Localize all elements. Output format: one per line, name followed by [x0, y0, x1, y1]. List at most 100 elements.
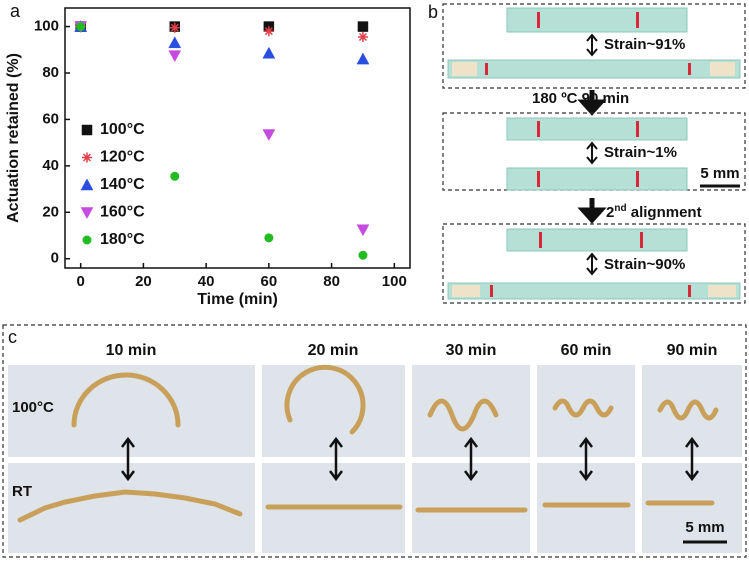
marker — [357, 32, 368, 43]
panel-label: a — [10, 1, 21, 21]
y-tick-label: 60 — [42, 110, 59, 127]
x-tick-label: 40 — [198, 273, 215, 290]
arrow — [586, 252, 598, 276]
mark — [537, 12, 540, 28]
strain-label: Strain~1% — [604, 144, 677, 161]
x-tick-label: 0 — [77, 273, 85, 290]
box — [2, 324, 747, 558]
film — [552, 398, 614, 418]
mark — [539, 232, 542, 248]
alignment-text: alignment — [627, 204, 702, 221]
legend-marker — [80, 178, 94, 191]
mark — [490, 285, 493, 297]
scale-label: 5 mm — [700, 165, 739, 182]
y-tick-label: 40 — [42, 157, 59, 174]
clamp — [452, 62, 477, 76]
row-label: RT — [12, 483, 32, 500]
box — [442, 223, 746, 304]
mark — [537, 121, 540, 137]
photo — [506, 167, 688, 191]
arrows — [121, 436, 699, 482]
marker — [168, 50, 182, 63]
legend-marker — [80, 207, 94, 220]
marker — [170, 171, 180, 181]
treatment-label: 180 ºC 90 min — [532, 90, 629, 107]
box — [442, 3, 746, 89]
legend-label: 100°C — [100, 121, 145, 138]
arrow — [586, 33, 598, 57]
legend-label: 180°C — [100, 231, 145, 248]
marker — [357, 21, 369, 32]
mark — [688, 285, 691, 297]
time-label: 30 min — [446, 342, 497, 359]
panel-b: b Strain~91% 180 ºC 90 min Strain~1% 5 m… — [423, 2, 746, 304]
film — [17, 489, 243, 523]
mark — [640, 232, 643, 248]
legend-label: 160°C — [100, 204, 145, 221]
marker — [168, 36, 182, 49]
film — [427, 398, 499, 432]
marker — [169, 22, 180, 33]
mark — [636, 171, 639, 187]
marker — [263, 26, 274, 37]
marker — [358, 250, 368, 260]
y-tick-label: 20 — [42, 203, 59, 220]
row-label: 100°C — [12, 399, 54, 416]
arrow — [577, 90, 607, 116]
strain-label: Strain~90% — [604, 256, 685, 273]
ordinal: 2 — [606, 204, 614, 221]
clamp — [452, 285, 480, 297]
time-label: 20 min — [308, 342, 359, 359]
film — [284, 364, 366, 435]
legend-marker — [82, 235, 92, 245]
x-tick-label: 60 — [261, 273, 278, 290]
arrow — [577, 198, 607, 224]
x-tick-label: 100 — [382, 273, 407, 290]
clamp — [708, 285, 736, 297]
film — [657, 399, 719, 421]
panel-label: b — [428, 2, 438, 22]
legend-label: 140°C — [100, 176, 145, 193]
x-tick-label: 20 — [135, 273, 152, 290]
clamp — [710, 62, 735, 76]
x-tick-label: 80 — [323, 273, 340, 290]
marker — [262, 46, 276, 59]
scale-label: 5 mm — [685, 519, 724, 536]
mark — [537, 171, 540, 187]
ordinal-suffix: nd — [614, 203, 626, 214]
marker — [76, 22, 86, 32]
strain-label: Strain~91% — [604, 36, 685, 53]
y-tick-label: 80 — [42, 64, 59, 81]
box — [442, 112, 746, 191]
label-box — [423, 2, 447, 24]
plot-frame — [64, 7, 411, 269]
legend-marker — [81, 124, 93, 136]
y-axis-label: Actuation retained (%) — [5, 53, 22, 223]
photo — [506, 7, 688, 33]
panel-c: c 10 min 20 min 30 min 60 min 90 mi — [2, 324, 747, 558]
film — [71, 372, 181, 428]
y-tick-label: 0 — [51, 250, 59, 267]
photo — [447, 59, 741, 79]
legend-label: 120°C — [100, 149, 145, 166]
y-tick-label: 100 — [34, 18, 59, 35]
legend-marker — [82, 152, 92, 163]
x-axis-label: Time (min) — [197, 291, 278, 308]
mark — [636, 121, 639, 137]
time-label: 90 min — [667, 342, 718, 359]
mark — [636, 12, 639, 28]
photo — [447, 282, 741, 300]
mark — [485, 63, 488, 75]
marker — [264, 233, 274, 243]
label-box — [4, 326, 24, 348]
photo — [506, 117, 688, 141]
marker — [356, 52, 370, 65]
marker — [262, 129, 276, 142]
photo — [506, 228, 688, 252]
time-label: 10 min — [106, 342, 157, 359]
alignment-label: 2nd alignment — [606, 203, 702, 221]
time-label: 60 min — [561, 342, 612, 359]
mark — [688, 63, 691, 75]
panel-label: c — [8, 327, 17, 347]
